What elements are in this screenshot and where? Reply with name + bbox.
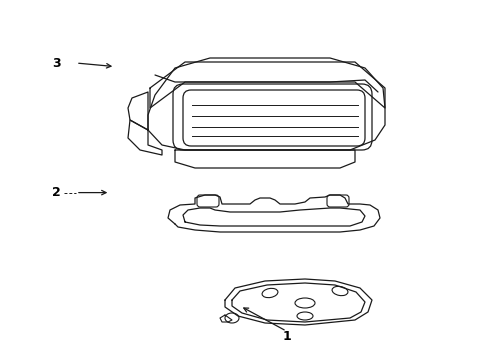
- Text: 1: 1: [282, 330, 291, 343]
- Text: 3: 3: [52, 57, 61, 69]
- Text: 2: 2: [52, 186, 61, 199]
